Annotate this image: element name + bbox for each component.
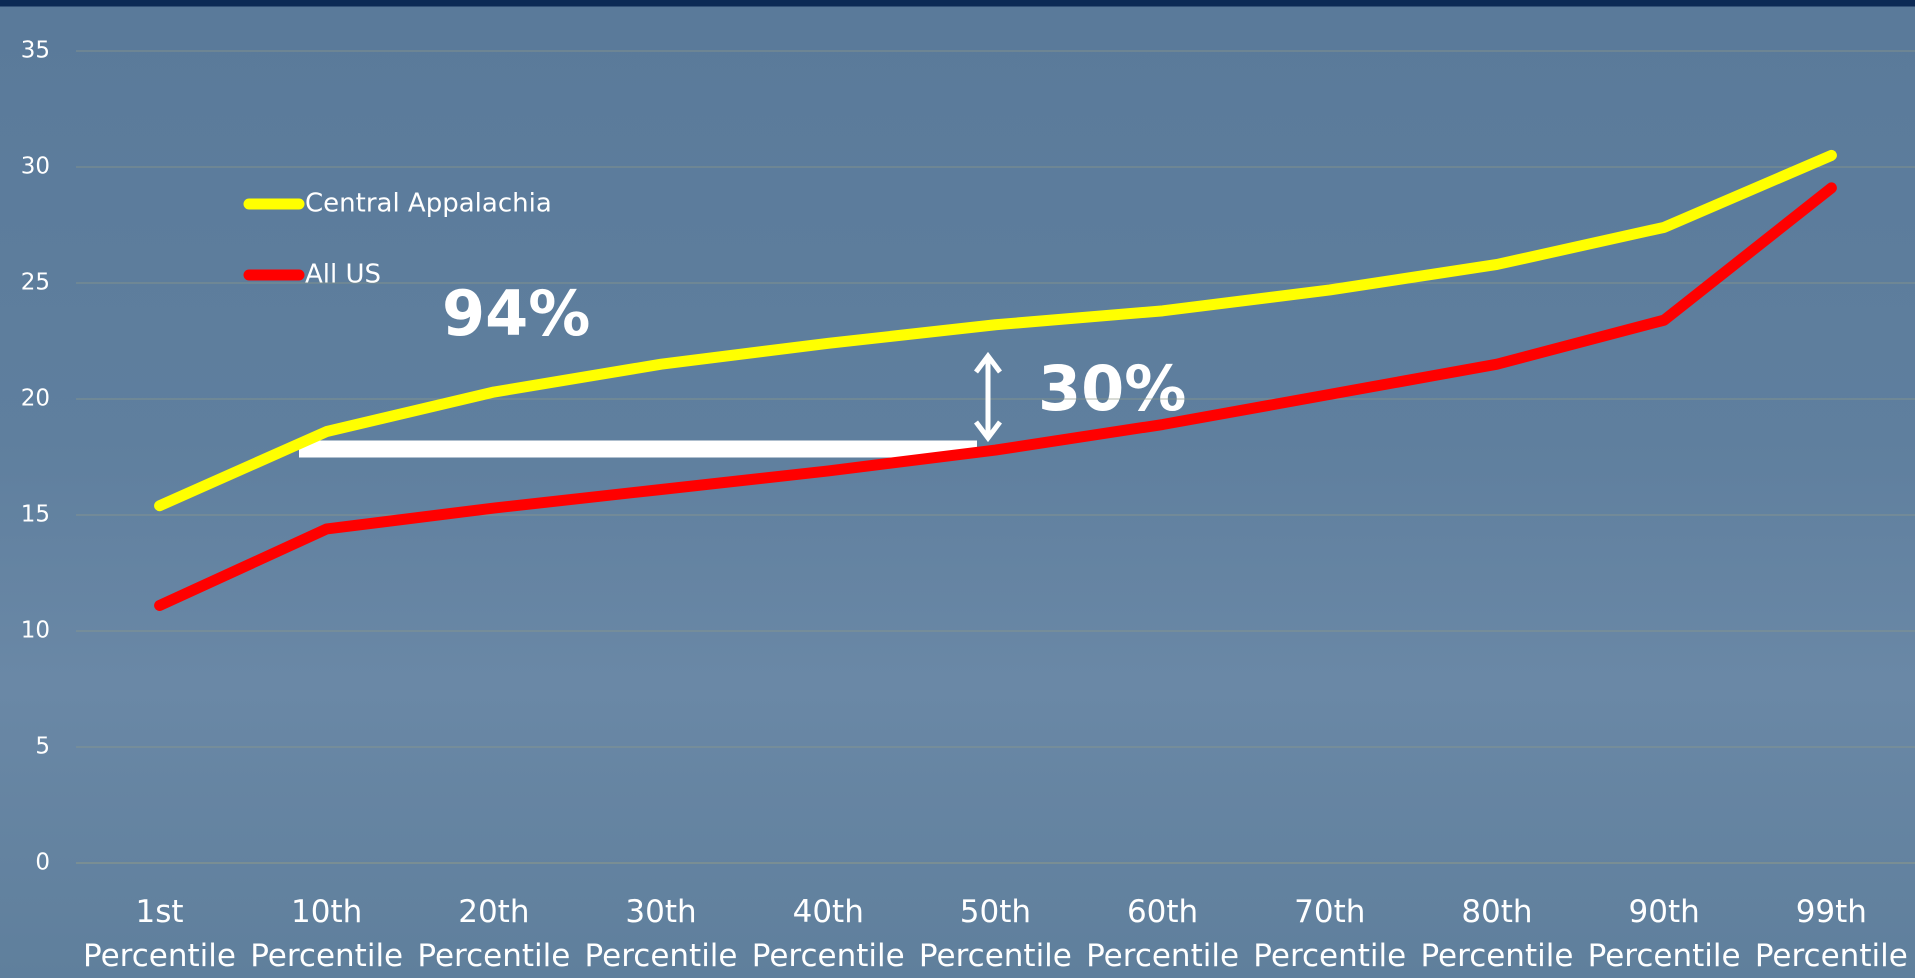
x-tick-label: 80th Percentile: [1420, 894, 1574, 974]
legend-label: Central Appalachia: [305, 189, 552, 219]
y-tick-label: 30: [21, 154, 50, 180]
y-tick-label: 10: [21, 618, 50, 644]
double-arrow: [974, 351, 1002, 443]
annotation: 30%: [1038, 352, 1186, 425]
x-tick-label: 90th Percentile: [1587, 894, 1741, 974]
x-tick-label: 1st Percentile: [83, 894, 236, 974]
y-tick-label: 20: [21, 386, 50, 412]
x-tick-label: 60th Percentile: [1086, 894, 1240, 974]
y-tick-label: 25: [21, 270, 50, 296]
legend-label: All US: [305, 260, 381, 290]
x-tick-label: 50th Percentile: [918, 894, 1072, 974]
y-tick-label: 35: [21, 38, 50, 64]
series-line: [154, 149, 1837, 512]
x-tick-label: 40th Percentile: [751, 894, 905, 974]
x-tick-label: 70th Percentile: [1253, 894, 1407, 974]
y-tick-label: 5: [35, 734, 50, 760]
annotation: 94%: [442, 277, 590, 350]
y-tick-label: 15: [21, 502, 50, 528]
x-tick-label: 10th Percentile: [250, 894, 404, 974]
grid: [76, 50, 1915, 864]
x-tick-label: 99th Percentile: [1754, 894, 1908, 974]
x-tick-label: 30th Percentile: [584, 894, 738, 974]
x-tick-label: 20th Percentile: [417, 894, 571, 974]
y-tick-label: 0: [35, 850, 50, 876]
series-line: [154, 182, 1837, 611]
